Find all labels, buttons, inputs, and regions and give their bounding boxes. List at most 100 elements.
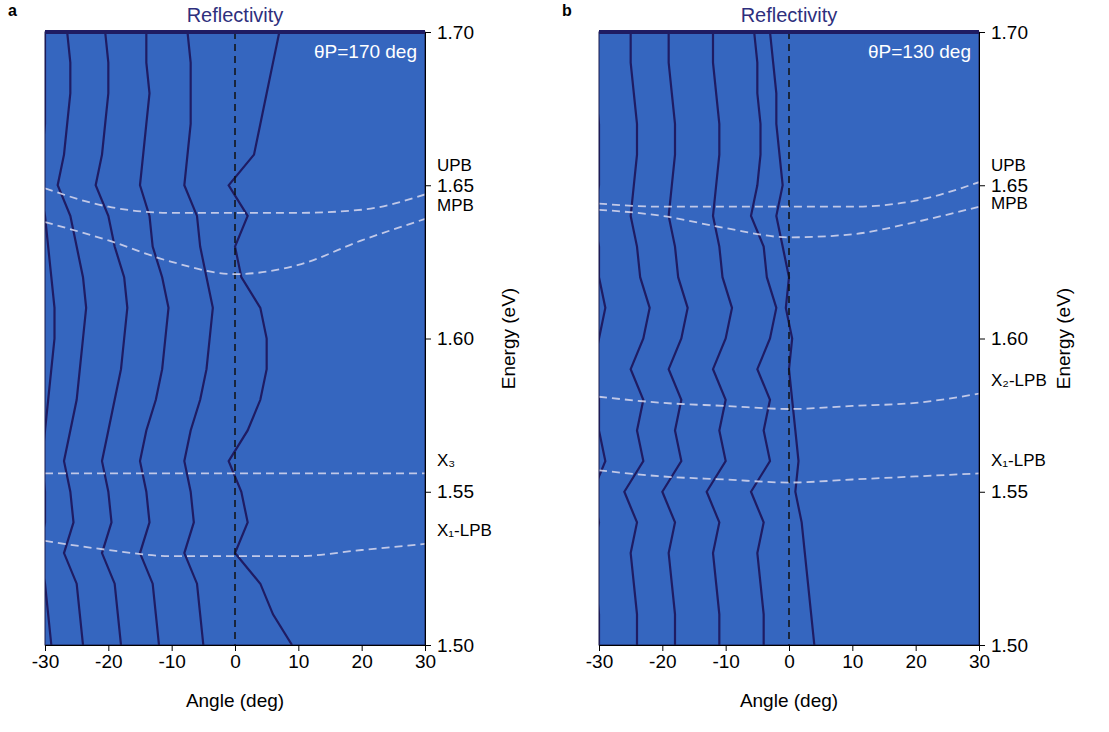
y-tick: 1.65 <box>979 175 1028 196</box>
y-tick-label: 1.65 <box>991 175 1028 196</box>
spectrum-line <box>624 32 649 645</box>
x-tick-label: 20 <box>906 651 927 672</box>
x-tick: -20 <box>649 645 676 672</box>
y-tick-mark <box>979 32 985 33</box>
chart-title: Reflectivity <box>187 4 284 26</box>
panel-letter: b <box>562 2 572 19</box>
y-tick-mark <box>425 645 431 646</box>
branch-label: MPB <box>437 196 474 215</box>
x-tick-mark <box>172 645 173 651</box>
y-tick-mark <box>425 185 431 186</box>
branch-label: UPB <box>437 156 472 175</box>
plot-background <box>599 32 979 645</box>
y-tick: 1.50 <box>425 635 474 656</box>
y-tick-mark <box>425 339 431 340</box>
y-axis-title: Energy (eV) <box>1053 288 1074 389</box>
branch-line <box>45 541 425 556</box>
x-tick-label: 10 <box>288 651 309 672</box>
x-tick: 30 <box>415 645 436 672</box>
x-axis-line <box>600 646 980 652</box>
y-axis: 1.50 1.55 1.60 1.65 1.70 <box>979 22 1028 656</box>
branch-line <box>45 472 425 474</box>
x-tick-mark <box>599 645 600 651</box>
branch-line <box>599 470 979 482</box>
x-tick-label: 0 <box>230 651 241 672</box>
x-tick-mark <box>298 645 299 651</box>
x-tick-mark <box>789 645 790 651</box>
plot-frame <box>45 32 425 645</box>
plot-background <box>45 32 425 645</box>
x-tick-mark <box>852 645 853 651</box>
figure: -30-20-1001020301.501.551.601.651.70UPBM… <box>0 0 1109 732</box>
y-tick-mark <box>425 32 431 33</box>
x-tick-mark <box>662 645 663 651</box>
plot-top-edge <box>599 30 979 34</box>
spectrum-line <box>58 32 87 645</box>
x-tick-label: 10 <box>842 651 863 672</box>
plot-top-edge <box>45 30 425 34</box>
x-tick: -10 <box>712 645 739 672</box>
spectrum-line <box>184 32 213 645</box>
x-tick-label: -20 <box>95 651 122 672</box>
spectrum-line <box>140 32 169 645</box>
y-tick: 1.60 <box>425 328 474 349</box>
spectrum-line <box>229 32 292 645</box>
plot-frame <box>599 32 979 645</box>
branch-line <box>599 394 979 409</box>
x-tick-label: -10 <box>158 651 185 672</box>
x-tick-label: -20 <box>649 651 676 672</box>
spectrum-line <box>96 32 128 645</box>
annotation-background <box>311 40 420 63</box>
reference-line <box>234 32 236 645</box>
x-tick-label: 30 <box>969 651 990 672</box>
y-tick: 1.70 <box>425 22 474 43</box>
x-axis: -30 -20 -10 0 10 20 30 <box>586 645 990 672</box>
spectrum-line <box>662 32 687 645</box>
y-tick-label: 1.60 <box>437 328 474 349</box>
y-tick-label: 1.70 <box>437 22 474 43</box>
x-tick-label: -30 <box>586 651 613 672</box>
x-tick-mark <box>362 645 363 651</box>
x-tick: -30 <box>586 645 613 672</box>
x-tick-mark <box>108 645 109 651</box>
x-axis-title: Angle (deg) <box>186 690 284 711</box>
x-tick-mark <box>235 645 236 651</box>
branch-label: X₂-LPB <box>991 371 1047 390</box>
x-axis-title: Angle (deg) <box>740 690 838 711</box>
x-tick: 0 <box>230 645 241 672</box>
x-tick-mark <box>916 645 917 651</box>
branch-line <box>45 188 425 213</box>
branch-label: UPB <box>991 156 1026 175</box>
y-axis-title: Energy (eV) <box>498 288 519 389</box>
y-tick: 1.60 <box>979 328 1028 349</box>
y-tick-label: 1.55 <box>991 481 1028 502</box>
y-tick: 1.70 <box>979 22 1028 43</box>
spectrum-line <box>707 32 732 645</box>
x-tick: -20 <box>95 645 122 672</box>
x-tick-label: 20 <box>352 651 373 672</box>
x-tick: 10 <box>288 645 309 672</box>
y-tick-label: 1.50 <box>437 635 474 656</box>
x-tick-label: 30 <box>415 651 436 672</box>
x-tick-mark <box>45 645 46 651</box>
x-tick-label: 0 <box>784 651 795 672</box>
y-tick-label: 1.70 <box>991 22 1028 43</box>
x-tick-label: -10 <box>712 651 739 672</box>
annotation-background <box>865 40 974 63</box>
x-tick: -10 <box>158 645 185 672</box>
y-tick-label: 1.50 <box>991 635 1028 656</box>
panel-letter: a <box>8 2 17 19</box>
y-tick-mark <box>979 645 985 646</box>
y-tick-label: 1.55 <box>437 481 474 502</box>
y-tick-mark <box>979 185 985 186</box>
y-axis-line <box>980 33 986 646</box>
x-tick: 20 <box>906 645 927 672</box>
spectrum-line <box>751 32 776 645</box>
branch-line <box>45 219 425 274</box>
branch-label: X₃ <box>437 451 455 470</box>
x-tick: 20 <box>352 645 373 672</box>
y-tick: 1.50 <box>979 635 1028 656</box>
branch-label: X₁-LPB <box>991 451 1046 470</box>
x-axis: -30 -20 -10 0 10 20 30 <box>32 645 436 672</box>
x-tick: -30 <box>32 645 59 672</box>
